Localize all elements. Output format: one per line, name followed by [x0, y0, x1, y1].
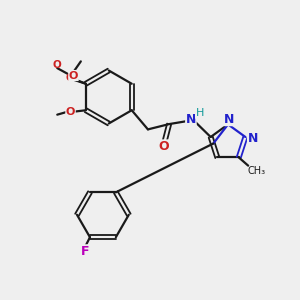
Text: H: H: [196, 108, 204, 118]
Text: O: O: [65, 74, 74, 83]
Text: N: N: [186, 113, 196, 127]
Text: O: O: [53, 60, 62, 70]
Text: CH₃: CH₃: [248, 166, 266, 176]
Text: O: O: [66, 107, 75, 117]
Text: O: O: [69, 70, 78, 80]
Text: N: N: [224, 112, 234, 126]
Text: F: F: [80, 245, 89, 258]
Text: N: N: [248, 132, 258, 145]
Text: O: O: [158, 140, 169, 153]
